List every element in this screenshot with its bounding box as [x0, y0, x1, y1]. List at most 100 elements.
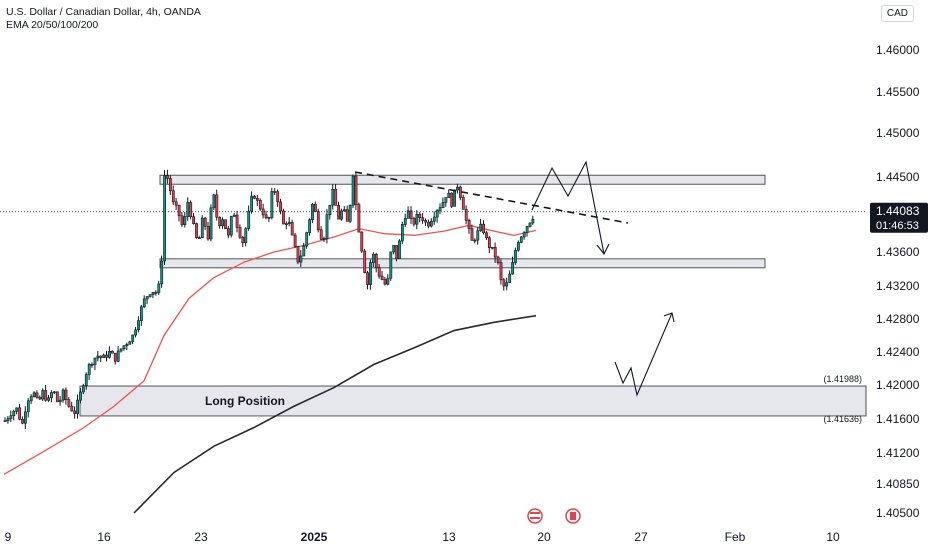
- candle: [52, 391, 56, 394]
- candle-body: [47, 397, 51, 401]
- candle: [406, 206, 410, 219]
- candle: [169, 175, 172, 195]
- arrow-head-up-icon: [663, 312, 675, 323]
- candle: [102, 353, 106, 358]
- candle: [180, 211, 184, 227]
- candle: [279, 198, 283, 215]
- candle: [334, 183, 338, 206]
- arrow-head-down-icon: [596, 243, 610, 256]
- candle: [514, 247, 517, 265]
- candle-body: [418, 213, 422, 218]
- candle: [464, 205, 468, 225]
- projection-path-up: [614, 312, 673, 397]
- price-badge: [870, 202, 928, 233]
- candle-body: [169, 178, 172, 192]
- candle-body: [287, 222, 291, 224]
- candle-body: [23, 411, 27, 424]
- candle: [366, 270, 370, 290]
- candle-body: [151, 292, 155, 295]
- candle-body: [499, 262, 503, 281]
- candle-body: [363, 250, 367, 274]
- candle-body: [79, 391, 82, 401]
- candle-body: [270, 191, 274, 218]
- candle-body: [125, 344, 129, 346]
- candle-body: [427, 221, 430, 227]
- candle: [12, 409, 16, 421]
- candle: [444, 197, 448, 207]
- descending-trendline: [354, 171, 629, 224]
- candle-body: [357, 204, 361, 233]
- candle: [116, 346, 120, 363]
- candle: [337, 201, 341, 220]
- candle: [99, 355, 103, 363]
- candle-body: [441, 202, 445, 208]
- candle: [111, 350, 114, 354]
- candle-body: [163, 175, 167, 262]
- currency-button[interactable]: CAD: [880, 5, 914, 22]
- candle-body: [206, 225, 210, 240]
- candle: [453, 189, 457, 207]
- candle: [177, 204, 181, 222]
- candle: [67, 397, 71, 408]
- candle-body: [58, 399, 62, 403]
- candle-body: [203, 217, 207, 227]
- candle-body: [32, 392, 36, 397]
- candle-body: [412, 218, 416, 225]
- candle-body: [145, 296, 149, 300]
- candle-body: [467, 220, 471, 229]
- zones-layer: Long Position (1.41988) (1.41636): [79, 174, 867, 424]
- candle-body: [516, 242, 520, 251]
- candle: [244, 227, 248, 247]
- candle: [267, 216, 271, 222]
- y-axis-tick-label: 1.43600: [876, 245, 920, 259]
- candle-body: [218, 216, 222, 227]
- candle: [493, 242, 497, 263]
- candle: [154, 290, 158, 296]
- candle-body: [392, 245, 396, 253]
- x-axis-tick-label: 16: [97, 530, 111, 544]
- candle: [531, 215, 535, 225]
- y-axis-tick-label: 1.40850: [876, 477, 920, 491]
- candle-body: [508, 273, 512, 283]
- candle: [250, 191, 254, 214]
- candle: [247, 205, 251, 231]
- candle: [47, 394, 51, 402]
- candle: [400, 221, 404, 245]
- ema-layer: [3, 224, 537, 514]
- candle-body: [21, 419, 24, 424]
- candle: [203, 217, 207, 231]
- candle: [447, 189, 451, 198]
- candle-body: [174, 201, 178, 206]
- candle: [171, 185, 175, 206]
- candle-body: [186, 202, 190, 217]
- candle: [456, 183, 459, 194]
- y-axis-tick-label: 1.46000: [876, 43, 920, 57]
- candle: [119, 348, 123, 353]
- y-axis-tick-label: 1.41600: [876, 412, 920, 426]
- candle: [209, 204, 213, 242]
- candle: [90, 362, 94, 368]
- candle-body: [429, 220, 433, 227]
- candle-body: [290, 222, 294, 236]
- candle-body: [470, 228, 474, 241]
- y-axis-tick-label: 1.44500: [876, 170, 920, 184]
- candle-body: [337, 205, 341, 220]
- candle-body: [360, 231, 364, 252]
- x-axis-tick-label: 13: [442, 530, 456, 544]
- candle: [519, 235, 523, 244]
- candle: [35, 390, 39, 399]
- candle: [322, 236, 326, 242]
- candle: [142, 295, 146, 309]
- candle: [421, 213, 425, 224]
- candle-body: [64, 389, 68, 400]
- y-axis-tick-label: 1.45000: [876, 126, 920, 140]
- candle: [490, 246, 494, 250]
- candle-body: [374, 253, 378, 269]
- candle: [198, 235, 201, 239]
- candle-body: [9, 415, 13, 419]
- candle-body: [55, 391, 59, 403]
- candle-body: [406, 210, 410, 219]
- candle-body: [438, 207, 442, 211]
- candle: [403, 213, 407, 227]
